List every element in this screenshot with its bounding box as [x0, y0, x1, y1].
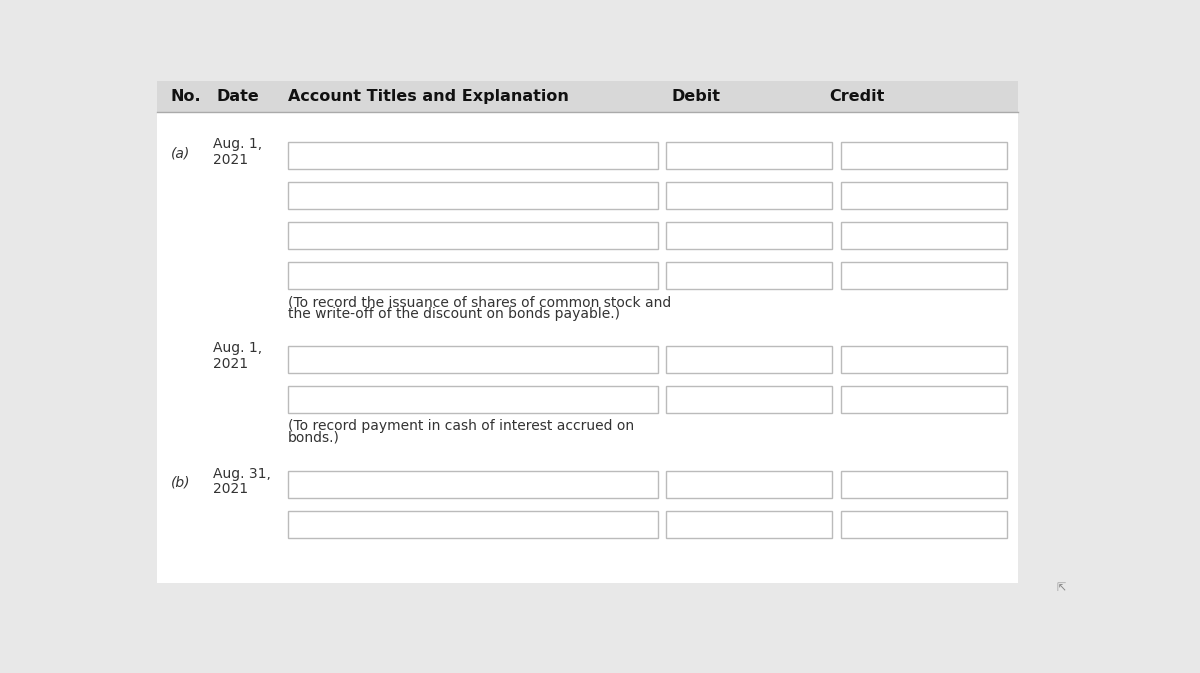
Text: 2021: 2021 [214, 482, 248, 496]
Text: (b): (b) [170, 475, 190, 489]
Text: 2021: 2021 [214, 153, 248, 167]
Text: bonds.): bonds.) [288, 430, 340, 444]
Bar [666, 262, 832, 289]
Bar [666, 143, 832, 170]
Bar [288, 472, 658, 499]
Text: Aug. 1,: Aug. 1, [214, 137, 263, 151]
Bar [841, 262, 1007, 289]
Bar [841, 222, 1007, 249]
Bar [288, 182, 658, 209]
Bar [288, 346, 658, 373]
Bar [666, 222, 832, 249]
Bar [288, 222, 658, 249]
Text: Account Titles and Explanation: Account Titles and Explanation [288, 89, 569, 104]
Bar [841, 511, 1007, 538]
Text: ⇱: ⇱ [1057, 583, 1066, 593]
Text: 2021: 2021 [214, 357, 248, 371]
Text: Aug. 31,: Aug. 31, [214, 466, 271, 481]
Text: Credit: Credit [829, 89, 884, 104]
Bar [288, 511, 658, 538]
Bar [666, 386, 832, 413]
Bar [841, 143, 1007, 170]
Bar [288, 262, 658, 289]
Bar [666, 182, 832, 209]
Bar [666, 346, 832, 373]
Text: (To record payment in cash of interest accrued on: (To record payment in cash of interest a… [288, 419, 634, 433]
Text: Aug. 1,: Aug. 1, [214, 341, 263, 355]
Bar [841, 472, 1007, 499]
Text: Date: Date [217, 89, 259, 104]
Bar [841, 346, 1007, 373]
Text: (a): (a) [170, 146, 190, 160]
Text: (To record the issuance of shares of common stock and: (To record the issuance of shares of com… [288, 295, 671, 310]
Bar [841, 182, 1007, 209]
Bar [841, 386, 1007, 413]
Text: the write-off of the discount on bonds payable.): the write-off of the discount on bonds p… [288, 307, 619, 321]
Bar [157, 81, 1018, 112]
Bar [288, 143, 658, 170]
Bar [288, 386, 658, 413]
Bar [666, 511, 832, 538]
Text: No.: No. [170, 89, 202, 104]
Text: Debit: Debit [672, 89, 720, 104]
Bar [666, 472, 832, 499]
